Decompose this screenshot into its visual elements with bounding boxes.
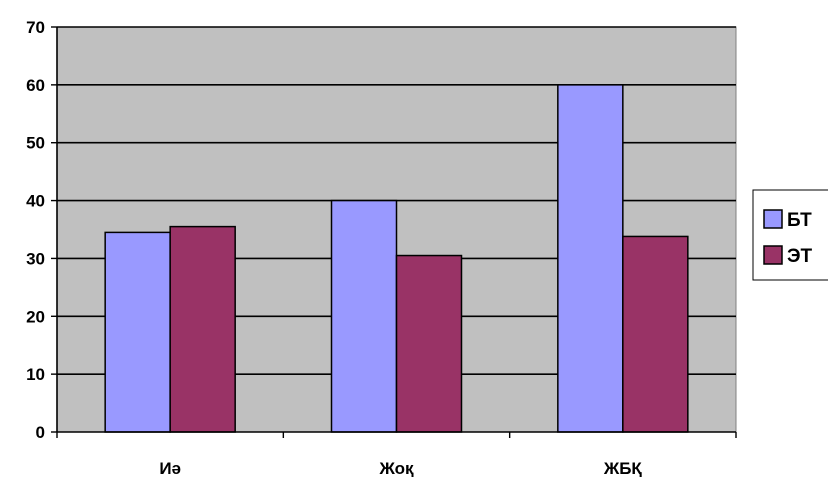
y-tick-label: 40 (26, 192, 45, 211)
legend-box (752, 189, 828, 281)
y-tick-label: 30 (26, 249, 45, 268)
legend-swatch-ЭТ (763, 245, 783, 265)
bar-ЭТ-Иә (169, 225, 236, 433)
x-axis-tick-labels: Иә Жоқ ЖБҚ (159, 459, 642, 477)
x-tick-label: ЖБҚ (603, 459, 643, 477)
bars (104, 84, 689, 433)
bar-БТ-Иә (104, 231, 171, 433)
y-tick-label: 20 (26, 307, 45, 326)
y-tick-label: 60 (26, 76, 45, 95)
axes (51, 26, 737, 438)
y-tick-label: 0 (36, 423, 45, 442)
bar-БТ-Жоқ (330, 199, 398, 433)
legend: БТ ЭТ (752, 189, 828, 281)
y-tick-label: 10 (26, 365, 45, 384)
x-tick-label: Жоқ (378, 459, 414, 477)
x-tick-label: Иә (159, 459, 181, 477)
legend-label: ЭТ (787, 246, 813, 267)
y-tick-label: 50 (26, 134, 45, 153)
bar-БТ-ЖБҚ (557, 84, 624, 433)
y-tick-label: 70 (26, 18, 45, 37)
legend-label: БТ (787, 210, 812, 231)
bar-ЭТ-ЖБҚ (622, 235, 689, 433)
legend-swatch-БТ (763, 209, 783, 229)
bar-ЭТ-Жоқ (395, 254, 463, 433)
y-axis-tick-labels: 0 10 20 30 40 50 60 70 (26, 18, 45, 442)
